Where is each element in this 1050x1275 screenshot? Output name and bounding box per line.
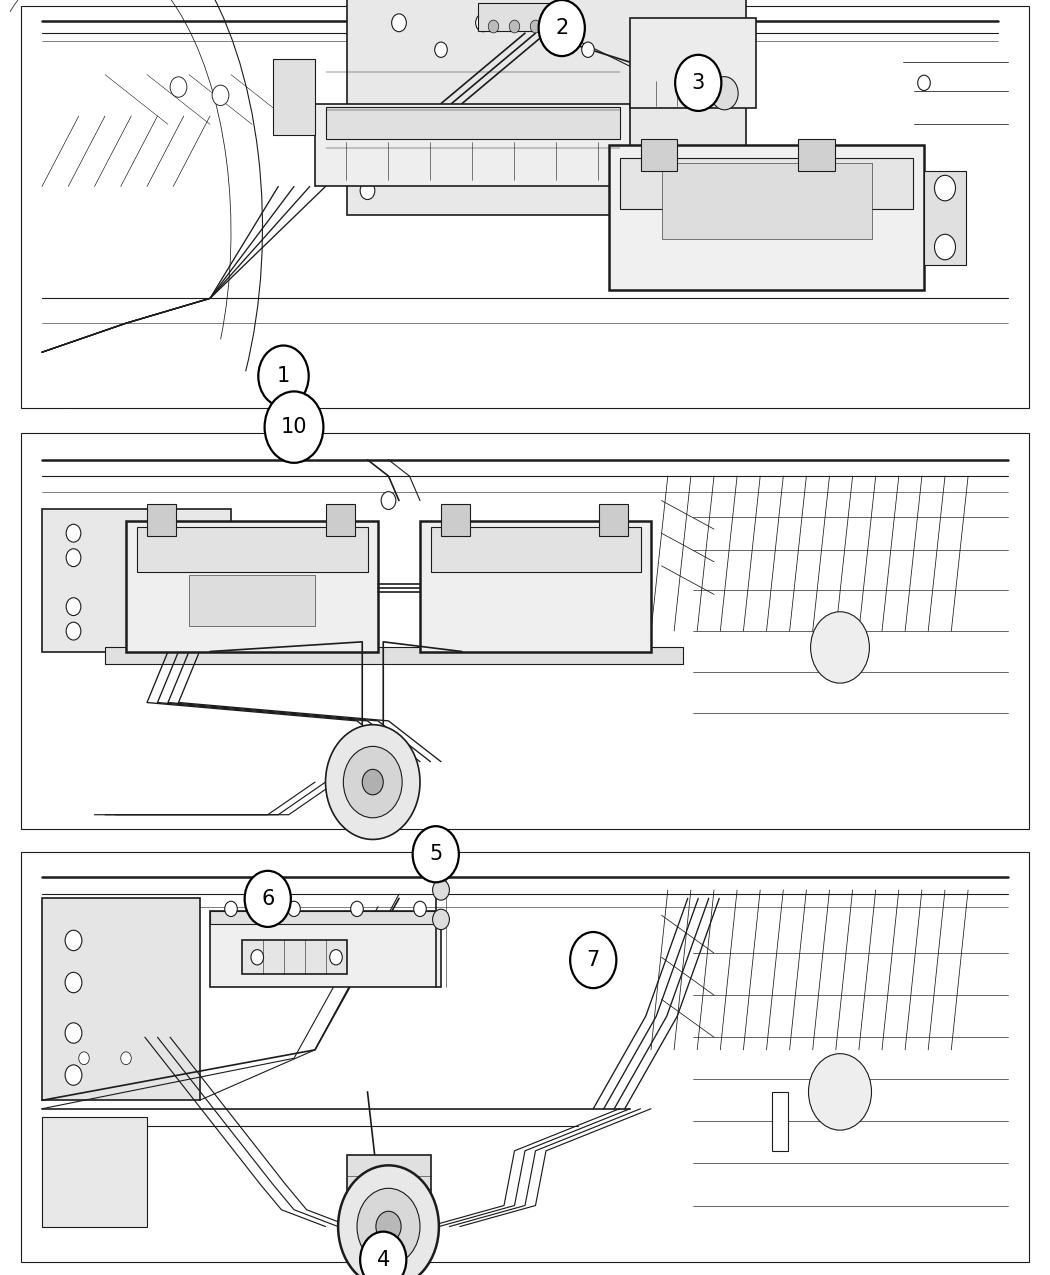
Circle shape [570, 932, 616, 988]
Bar [126, 521, 378, 652]
Bar [346, 1155, 430, 1206]
Bar [598, 505, 628, 537]
Bar [21, 852, 1029, 1262]
Bar [42, 899, 200, 1100]
Text: 4: 4 [377, 1250, 390, 1270]
Bar [136, 528, 368, 572]
Bar [315, 103, 630, 186]
Circle shape [711, 76, 738, 110]
Circle shape [357, 1188, 420, 1265]
Circle shape [66, 598, 81, 616]
Circle shape [530, 20, 541, 33]
Circle shape [66, 548, 81, 566]
Bar [420, 521, 651, 652]
Circle shape [414, 901, 426, 917]
Circle shape [66, 524, 81, 542]
Bar [147, 505, 176, 537]
Circle shape [707, 182, 721, 199]
Bar [798, 139, 835, 171]
Circle shape [509, 20, 520, 33]
Bar [640, 139, 677, 171]
Bar [662, 162, 872, 238]
Circle shape [435, 42, 447, 57]
Circle shape [79, 1052, 89, 1065]
Circle shape [392, 14, 406, 32]
Bar [42, 1117, 147, 1227]
Circle shape [65, 1065, 82, 1085]
Circle shape [360, 182, 375, 199]
Circle shape [225, 901, 237, 917]
Circle shape [66, 622, 81, 640]
Circle shape [121, 1052, 131, 1065]
Circle shape [918, 75, 930, 91]
Bar [772, 1091, 788, 1151]
Circle shape [539, 0, 585, 56]
Text: 5: 5 [429, 844, 442, 864]
Circle shape [351, 901, 363, 917]
Circle shape [65, 931, 82, 951]
Circle shape [934, 176, 956, 201]
Bar [346, 0, 746, 215]
Bar [326, 107, 620, 139]
Bar [210, 910, 441, 923]
Circle shape [343, 746, 402, 817]
Circle shape [433, 909, 449, 929]
Circle shape [245, 871, 291, 927]
Circle shape [433, 880, 449, 900]
Bar [924, 171, 966, 264]
Circle shape [376, 1211, 401, 1242]
Circle shape [934, 235, 956, 260]
Bar [189, 575, 315, 626]
Circle shape [265, 391, 323, 463]
Circle shape [560, 14, 574, 32]
Circle shape [808, 1053, 871, 1130]
Bar [478, 3, 562, 31]
Circle shape [65, 973, 82, 993]
Text: 7: 7 [587, 950, 600, 970]
Bar [609, 145, 924, 289]
Text: 3: 3 [692, 73, 705, 93]
Bar [430, 528, 640, 572]
Circle shape [360, 1232, 406, 1275]
Text: 6: 6 [261, 889, 274, 909]
Bar [21, 6, 1029, 408]
Circle shape [413, 826, 459, 882]
Circle shape [65, 1023, 82, 1043]
Bar [441, 505, 470, 537]
Circle shape [582, 42, 594, 57]
Circle shape [488, 20, 499, 33]
Bar [630, 18, 756, 108]
Circle shape [170, 76, 187, 97]
Text: 1: 1 [277, 366, 290, 386]
Bar [273, 59, 315, 135]
Circle shape [362, 769, 383, 794]
Circle shape [288, 901, 300, 917]
Bar [326, 505, 355, 537]
Bar [620, 158, 914, 209]
Text: 2: 2 [555, 18, 568, 38]
Circle shape [251, 950, 264, 965]
Circle shape [381, 492, 396, 510]
Circle shape [258, 346, 309, 407]
Bar [105, 648, 682, 664]
Bar [242, 941, 346, 974]
Bar [21, 434, 1029, 829]
Circle shape [675, 55, 721, 111]
Circle shape [811, 612, 869, 683]
Circle shape [330, 950, 342, 965]
Circle shape [212, 85, 229, 106]
Bar [42, 509, 231, 652]
Circle shape [476, 14, 490, 32]
Text: 10: 10 [280, 417, 308, 437]
Circle shape [326, 724, 420, 839]
Bar [210, 910, 441, 987]
Circle shape [338, 1165, 439, 1275]
